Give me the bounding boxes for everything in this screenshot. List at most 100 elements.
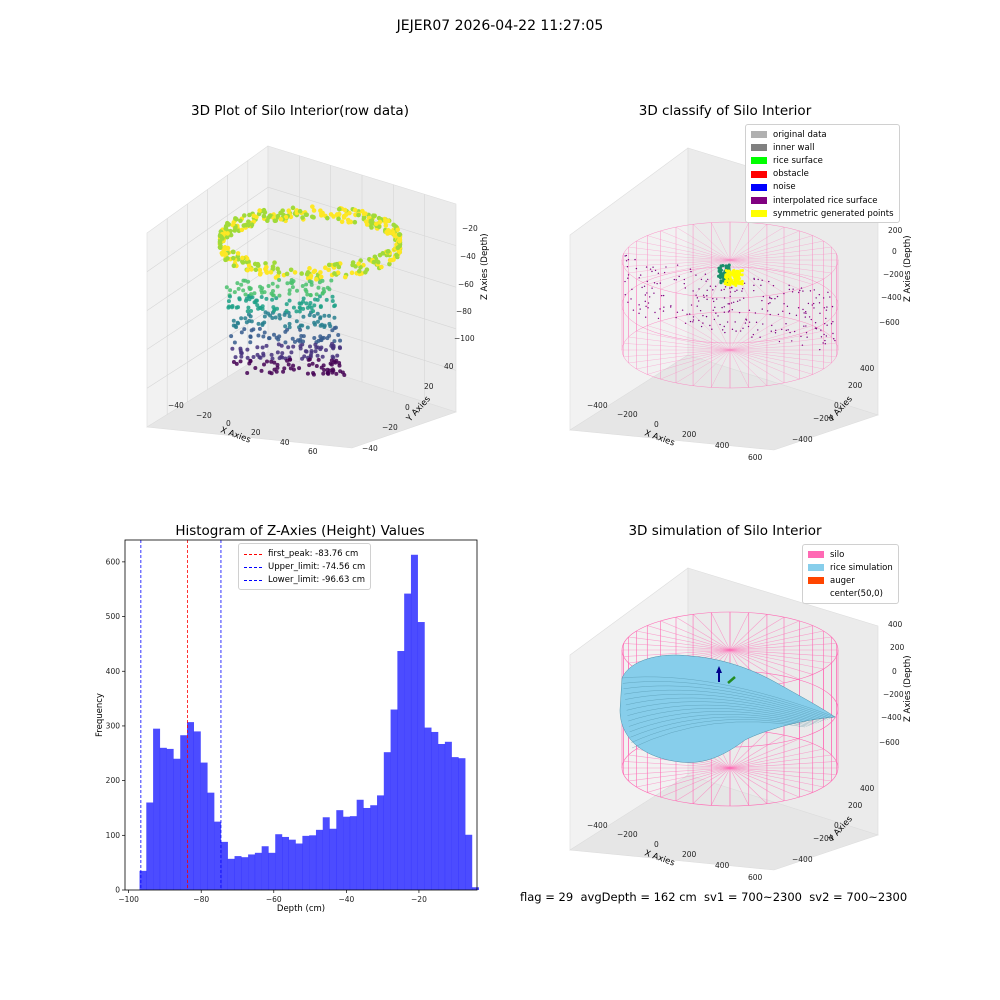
p1-point [320,210,325,216]
p2-point [648,296,651,298]
p1-point [242,327,247,332]
p2-point [738,280,742,284]
hist-bar [166,748,174,890]
p2-point [827,291,829,294]
p2-point [831,305,834,308]
p1-point [273,315,278,320]
p2-point [807,302,810,305]
status-footer: flag = 29 avgDepth = 162 cm sv1 = 700~23… [520,890,908,904]
p1-point [236,305,241,310]
p2-point [624,294,626,296]
p2-point [692,321,694,323]
p2-point [783,292,785,295]
p2-point [689,268,692,270]
hist-bar [187,722,195,890]
p1-point [239,330,244,335]
p2-point [627,277,629,279]
p2-point [651,287,653,289]
p1-point [342,274,348,280]
hist-bar [139,870,147,890]
p4-ytick-1: −200 [813,834,834,843]
hist-bar [336,810,344,890]
p2-point [734,290,736,293]
hist-bar [458,758,466,890]
p1-point [330,354,335,359]
p1-point [326,267,331,273]
p1-point [270,356,275,361]
p1-point [275,213,281,219]
hist-ytick: 400 [106,667,121,676]
p2-point [825,335,828,337]
p2-point [653,282,656,284]
p2-point [684,322,687,324]
p2-point [654,311,656,314]
p1-point [307,303,312,308]
p1-point [335,353,340,358]
p1-point [275,273,281,279]
p1-point [338,338,343,343]
p1-point [283,324,288,329]
p1-point [225,220,230,226]
p2-point [643,285,646,287]
p1-ztick-2: −60 [458,280,474,289]
hist-xtick: −80 [193,895,209,904]
p2-point [706,289,708,292]
hist-bar [444,741,452,890]
legend-item-lower-limit: Lower_limit: -96.63 cm [244,573,365,586]
hist-bar [424,727,432,890]
p2-point [788,312,791,315]
p1-point [292,339,297,344]
p2-xtick-5: 600 [748,453,763,462]
p1-point [371,259,377,265]
p1-point [239,350,244,355]
legend-item-symmetric: symmetric generated points [751,207,894,220]
p2-point [730,302,733,304]
p1-point [397,232,402,237]
p1-point [235,281,240,286]
p2-point [825,317,827,320]
p2-point [695,294,697,296]
p1-point [309,350,314,355]
p1-point [275,284,280,289]
p2-point [745,319,748,321]
legend-item-silo: silo [808,548,893,561]
p1-point [329,278,334,283]
p1-point [314,277,319,282]
p1-point [282,366,287,371]
p1-point [310,361,315,366]
p1-point [285,358,290,363]
hist-bar [377,795,385,890]
p1-xtick-4: 40 [280,438,290,447]
p1-point [255,345,260,350]
p1-zlabel: Z Axies (Depth) [480,233,490,300]
p2-point [686,313,688,316]
panel3-histogram: −100 −80 −60 −40 −20 0 100 200 300 400 500 600 Dep… [95,539,480,914]
p1-xtick-5: 60 [308,447,318,456]
p1-point [233,225,238,231]
p1-point [282,312,287,317]
p2-point [702,314,704,317]
p2-point [724,331,726,334]
p2-point [803,312,805,314]
p1-point [336,332,341,337]
p1-point [279,354,284,359]
p1-point [217,245,223,250]
p2-point [824,339,826,342]
p2-point [624,255,626,257]
p2-point [717,266,721,270]
p1-point [304,289,309,294]
p1-point [276,342,281,347]
p1-point [294,309,299,314]
p1-point [270,297,275,302]
hist-bar [363,807,371,890]
p1-point [373,221,379,227]
p1-point [238,218,243,224]
p1-point [246,219,251,224]
p2-point [638,312,640,315]
p1-point [257,272,263,277]
p2-point [761,279,763,281]
p1-point [318,337,323,342]
p2-point [818,293,821,296]
p1-point [387,261,392,267]
p2-point [646,292,648,294]
